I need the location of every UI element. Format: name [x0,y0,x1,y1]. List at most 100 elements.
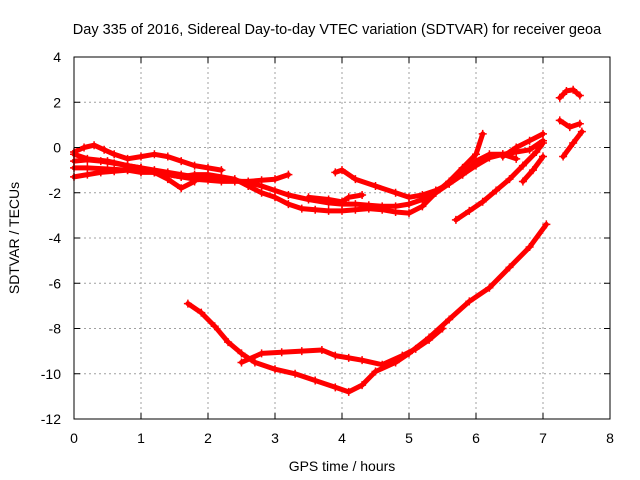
data-point [505,263,514,272]
x-tick-label: 1 [137,430,145,446]
data-point [358,191,367,200]
data-point [478,129,487,138]
data-point [371,367,380,376]
data-point [284,200,293,209]
y-tick-label: -12 [41,411,61,427]
data-point [123,154,132,163]
data-point [438,324,447,333]
data-point [163,175,172,184]
series-trace [453,140,546,223]
data-point [183,299,192,308]
data-point [177,184,186,193]
data-point [532,148,541,157]
data-point [90,141,99,150]
data-point [344,193,353,202]
data-point [351,200,360,209]
data-point [331,168,340,177]
data-point [271,175,279,184]
x-tick-label: 3 [271,430,279,446]
data-point [418,202,427,211]
data-point [539,138,547,147]
data-point [478,197,487,206]
series-trace [500,131,546,160]
data-point [498,152,507,161]
data-point [237,349,246,358]
data-point [297,204,306,213]
data-point [512,154,521,163]
x-tick-label: 8 [606,430,614,446]
data-point [518,161,527,170]
data-point [137,152,145,161]
y-tick-label: -8 [49,321,62,337]
data-points [70,85,586,396]
data-point [411,344,420,353]
data-point [555,93,564,102]
data-point [559,152,568,161]
data-point [505,175,514,184]
x-tick-label: 7 [539,430,547,446]
series-9 [498,129,547,161]
series-trace [332,151,519,200]
series-6 [304,191,367,206]
data-point [525,145,534,154]
data-point [451,215,460,224]
data-point [338,206,346,215]
chart-title: Day 335 of 2016, Sidereal Day-to-day VTE… [73,22,602,38]
data-point [317,345,326,354]
data-point [338,197,346,206]
data-point [344,353,353,362]
data-point [358,381,367,390]
x-tick-label: 6 [472,430,480,446]
plot-frame [73,56,611,420]
data-point [291,369,300,378]
data-point [338,166,346,175]
data-point [472,150,480,159]
y-tick-label: 4 [53,49,61,65]
x-tick-label: 4 [338,430,346,446]
data-point [575,91,584,100]
data-point [244,177,253,186]
data-point [217,166,226,175]
x-tick-label: 5 [405,430,413,446]
data-point [364,201,373,210]
data-point [224,338,233,347]
data-point [472,157,480,166]
data-point [391,188,400,197]
series-3 [70,166,293,186]
series-8 [451,138,547,224]
data-point [110,167,119,176]
data-point [569,85,578,94]
y-axis-label: SDTVAR / TECUs [6,182,22,294]
data-point [577,127,586,136]
data-point [250,358,259,367]
data-point [137,163,145,172]
data-point [569,138,578,147]
data-point [83,155,92,164]
y-tick-label: -6 [49,275,62,291]
data-point [358,356,367,365]
tick-labels: 0 1 2 3 4 5 6 7 8 -12 -10 -8 -6 -4 -2 0 2 4 [41,49,614,446]
data-point [351,175,360,184]
y-tick-label: -4 [49,230,62,246]
data-point [96,168,105,177]
data-point [405,209,413,218]
data-point [304,193,313,202]
data-point [378,360,387,369]
data-point [371,181,380,190]
data-point [555,116,564,125]
data-point [163,152,172,161]
x-tick-label: 0 [70,430,78,446]
y-tick-label: 0 [53,140,61,156]
series-14 [555,116,584,132]
series-trace [71,157,198,191]
data-point [257,188,266,197]
data-point [445,179,454,188]
data-point [271,365,279,374]
y-tick-label: -2 [49,185,62,201]
x-tick-label: 2 [204,430,212,446]
data-point [284,170,293,179]
data-point [418,191,427,200]
data-point [190,177,199,186]
data-point [528,166,537,175]
